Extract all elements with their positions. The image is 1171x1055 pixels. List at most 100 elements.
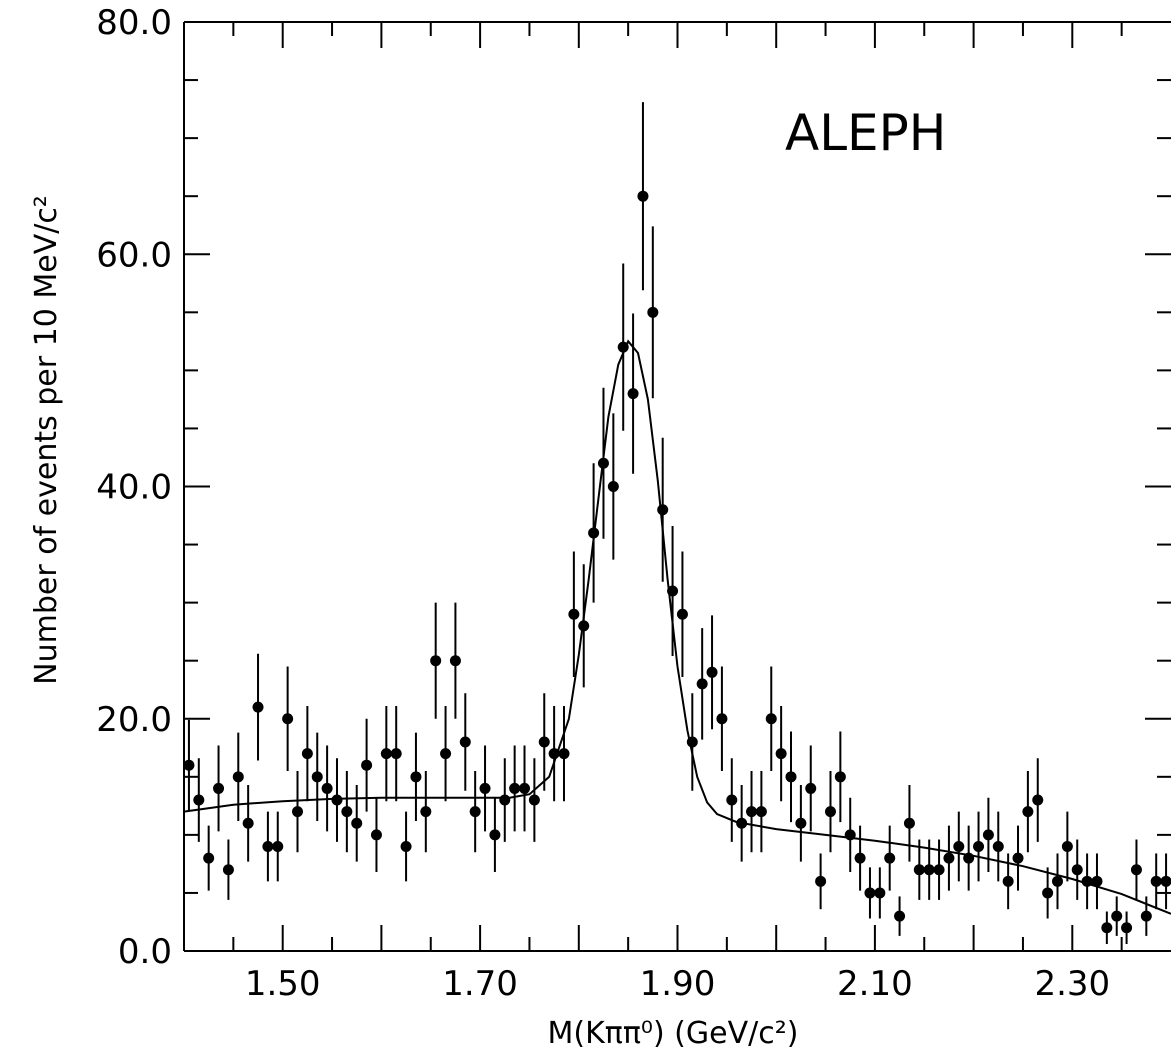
y-tick-label: 20.0	[96, 700, 172, 740]
y-axis-label: Number of events per 10 MeV/c²	[29, 195, 64, 685]
data-point	[282, 713, 294, 725]
data-point	[1061, 840, 1073, 852]
data-point	[292, 806, 304, 818]
data-point	[430, 655, 442, 667]
data-point	[617, 341, 629, 353]
data-point	[1091, 875, 1103, 887]
data-point	[1051, 875, 1063, 887]
data-point	[844, 829, 856, 841]
data-point	[1111, 910, 1123, 922]
data-point	[232, 771, 244, 783]
data-point	[647, 306, 659, 318]
y-tick-label: 80.0	[96, 3, 172, 43]
data-point	[1012, 852, 1024, 864]
data-point	[390, 748, 402, 760]
data-point	[1081, 875, 1093, 887]
data-point	[854, 852, 866, 864]
aleph-label: ALEPH	[785, 104, 946, 162]
data-point	[834, 771, 846, 783]
data-point	[874, 887, 886, 899]
data-point	[657, 504, 669, 516]
data-point	[538, 736, 550, 748]
data-point	[440, 748, 452, 760]
data-point	[558, 748, 570, 760]
data-point	[686, 736, 698, 748]
data-point	[301, 748, 313, 760]
data-point	[519, 782, 531, 794]
data-point	[953, 840, 965, 852]
data-point	[716, 713, 728, 725]
data-point	[815, 875, 827, 887]
data-point	[676, 608, 688, 620]
fit-curve-line	[183, 339, 1171, 915]
data-point	[1130, 864, 1142, 876]
data-point	[380, 748, 392, 760]
data-point	[992, 840, 1004, 852]
y-tick-labels: 0.0 20.0 40.0 60.0 80.0	[96, 3, 172, 972]
data-point	[746, 806, 758, 818]
data-point	[272, 840, 284, 852]
data-point	[943, 852, 955, 864]
data-point	[696, 678, 708, 690]
data-point	[499, 794, 511, 806]
data-point	[1160, 875, 1171, 887]
data-point	[805, 782, 817, 794]
data-point	[864, 887, 876, 899]
data-point	[489, 829, 501, 841]
data-point	[785, 771, 797, 783]
data-point	[923, 864, 935, 876]
data-point	[578, 620, 590, 632]
y-tick-label: 0.0	[118, 932, 172, 972]
data-point	[351, 817, 363, 829]
data-point	[1002, 875, 1014, 887]
data-point	[894, 910, 906, 922]
data-point	[420, 806, 432, 818]
data-point	[568, 608, 580, 620]
data-point	[509, 782, 521, 794]
data-points	[183, 102, 1171, 945]
data-point	[183, 759, 195, 771]
data-point	[597, 457, 609, 469]
data-point	[884, 852, 896, 864]
axis-ticks	[184, 22, 1171, 951]
data-point	[736, 817, 748, 829]
data-point	[1042, 887, 1054, 899]
data-point	[588, 527, 600, 539]
data-point	[479, 782, 491, 794]
data-point	[361, 759, 373, 771]
data-point	[262, 840, 274, 852]
data-point	[222, 864, 234, 876]
data-point	[775, 748, 787, 760]
data-point	[341, 806, 353, 818]
data-point	[449, 655, 461, 667]
data-point	[627, 388, 639, 400]
data-point	[637, 190, 649, 202]
x-tick-labels: 1.50 1.70 1.90 2.10 2.30	[245, 964, 1110, 1004]
x-tick-label: 1.50	[245, 964, 321, 1004]
data-point	[242, 817, 254, 829]
data-point	[1150, 875, 1162, 887]
data-point	[331, 794, 343, 806]
data-point	[548, 748, 560, 760]
data-point	[400, 840, 412, 852]
data-point	[370, 829, 382, 841]
x-axis-label: M(Kππ⁰) (GeV/c²)	[548, 1016, 799, 1051]
data-point	[469, 806, 481, 818]
data-point	[607, 481, 619, 492]
data-point	[311, 771, 323, 783]
data-point	[528, 794, 540, 806]
data-point	[973, 840, 985, 852]
data-point	[203, 852, 215, 864]
data-point	[667, 585, 679, 597]
data-point	[913, 864, 925, 876]
data-point	[726, 794, 738, 806]
data-point	[903, 817, 915, 829]
data-point	[933, 864, 945, 876]
x-tick-label: 2.10	[837, 964, 913, 1004]
data-point	[824, 806, 836, 818]
data-point	[1032, 794, 1044, 806]
data-point	[706, 666, 718, 678]
fit-curve	[183, 339, 1171, 915]
data-point	[982, 829, 994, 841]
